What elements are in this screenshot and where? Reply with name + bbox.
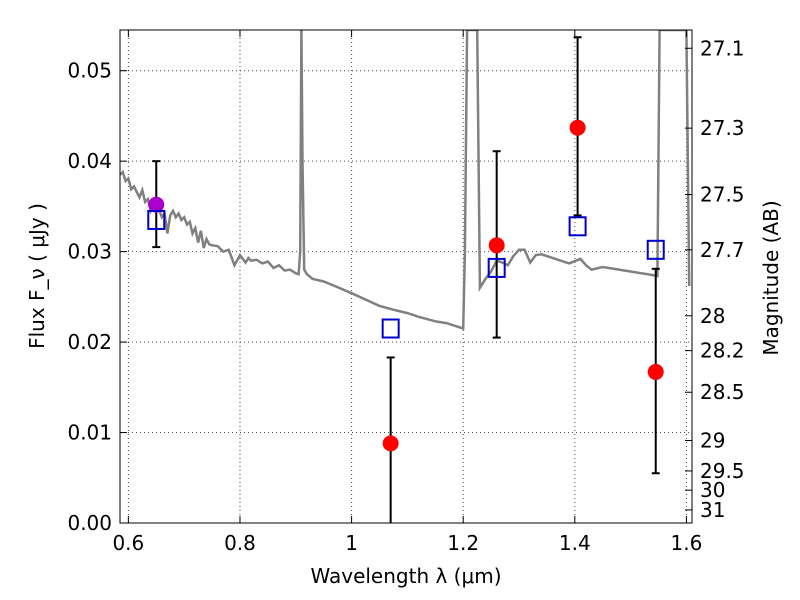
observed-point	[148, 196, 165, 213]
y2-tick-label: 27.7	[700, 238, 745, 262]
x-tick-label: 0.8	[224, 531, 256, 555]
y2-tick-label: 28	[700, 304, 725, 328]
y-tick-label: 0.05	[67, 59, 112, 83]
x-axis-title: Wavelength λ (μm)	[310, 564, 501, 588]
y2-tick-label: 28.5	[700, 380, 745, 404]
error-bars	[152, 36, 660, 523]
model-spectrum-line	[120, 30, 691, 331]
observed-point	[647, 363, 664, 380]
synthetic-point	[147, 209, 166, 230]
synthetic-point	[568, 216, 587, 237]
x-tick-label: 1.4	[559, 531, 591, 555]
tick-labels: 0.6 0.8 1 1.2 1.4 1.6 0.00 0.01 0.02 0.03 0.04 0.05…	[67, 36, 744, 555]
y2-tick-label: 28.2	[700, 339, 745, 363]
y2-tick-label: 31	[700, 498, 725, 522]
synthetic-point	[381, 318, 400, 339]
observed-point	[382, 435, 399, 452]
y2-tick-label: 27.1	[700, 36, 745, 60]
x-tick-label: 0.6	[112, 531, 144, 555]
y-tick-label: 0.03	[67, 240, 112, 264]
synthetic-point	[646, 239, 665, 260]
y2-tick-label: 30	[700, 478, 725, 502]
grid-lines	[120, 30, 692, 524]
y-tick-label: 0.00	[67, 511, 112, 535]
x-tick-label: 1.6	[671, 531, 703, 555]
y2-tick-label: 29	[700, 429, 725, 453]
y-tick-label: 0.04	[67, 149, 112, 173]
observed-point	[569, 119, 586, 136]
axis-ticks	[120, 30, 692, 524]
plot-frame	[119, 29, 693, 524]
y-tick-label: 0.02	[67, 330, 112, 354]
x-tick-label: 1.2	[447, 531, 479, 555]
synthetic-point	[487, 257, 506, 278]
y2-tick-label: 27.3	[700, 116, 745, 140]
observed-points	[148, 119, 664, 452]
y-tick-label: 0.01	[67, 421, 112, 445]
y2-axis-title: Magnitude (AB)	[759, 200, 783, 355]
x-tick-label: 1	[345, 531, 358, 555]
y-axis-title: Flux F_ν ( μJy )	[25, 203, 49, 349]
y2-tick-label: 27.5	[700, 183, 745, 207]
synthetic-points	[147, 209, 665, 339]
y2-tick-label: 29.5	[700, 459, 745, 483]
model-spectrum-layer	[120, 30, 691, 331]
observed-point	[488, 237, 505, 254]
